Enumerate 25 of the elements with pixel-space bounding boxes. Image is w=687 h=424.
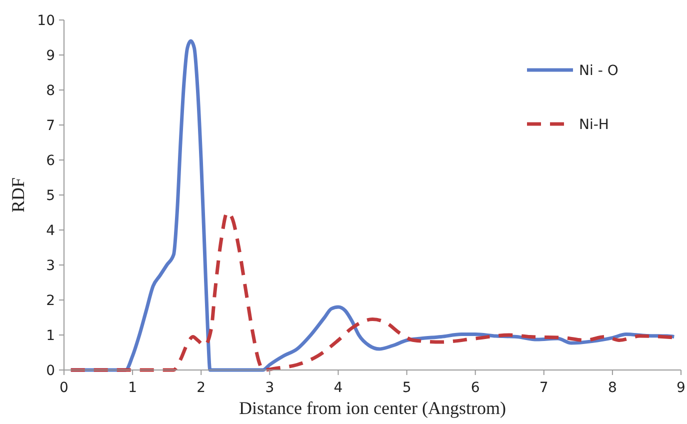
y-axis-title: RDF [8, 177, 28, 213]
y-tick-label: 10 [37, 12, 55, 29]
y-tick-label: 9 [46, 48, 55, 64]
y-tick-label: 6 [46, 152, 56, 169]
y-tick-label: 1 [46, 328, 55, 344]
legend-label: Ni-H [579, 116, 609, 133]
y-tick-label: 7 [46, 118, 55, 134]
y-tick-label: 5 [46, 188, 55, 204]
x-tick-label: 6 [470, 380, 480, 396]
x-axis-title: Distance from ion center (Angstrom) [239, 398, 506, 418]
x-tick-label: 2 [196, 380, 206, 396]
x-tick-label: 1 [128, 380, 138, 396]
y-tick-label: 2 [46, 292, 55, 309]
y-tick-label: 3 [46, 258, 55, 274]
y-tick-label: 4 [46, 222, 56, 239]
x-tick-label: 9 [676, 380, 686, 396]
x-tick-label: 4 [334, 380, 343, 396]
x-tick-label: 3 [265, 380, 274, 396]
x-tick-label: 0 [60, 380, 68, 396]
x-tick-label: 7 [539, 380, 548, 396]
x-tick-label: 5 [402, 380, 412, 396]
y-tick-label: 0 [46, 362, 55, 379]
y-tick-label: 8 [46, 82, 55, 99]
x-tick-label: 8 [608, 380, 617, 396]
legend-label: Ni - O [579, 62, 618, 79]
